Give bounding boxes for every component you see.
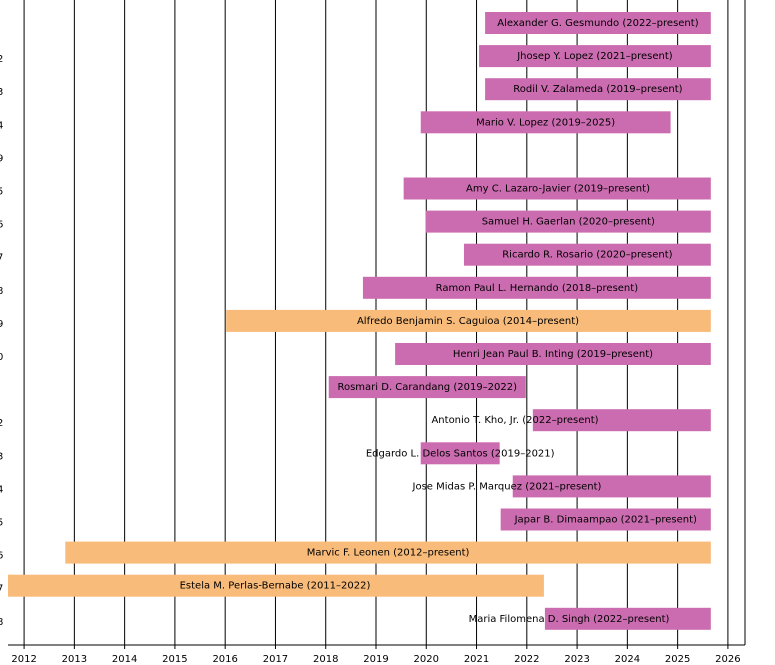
bar [65,541,711,564]
bar [420,442,500,465]
bar-label: Rodil V. Zalameda (2019–present) [513,84,682,95]
row-label: 5 [0,187,3,198]
x-tick-label: 2021 [464,654,489,665]
row-label: 3 [0,451,3,462]
row-label: 6 [0,551,3,562]
bar [532,409,711,432]
x-tick-label: 2024 [615,654,640,665]
bar-label: Amy C. Lazaro-Javier (2019–present) [466,184,650,195]
bar-label: Ricardo R. Rosario (2020–present) [502,250,672,261]
bar-label: Samuel H. Gaerlan (2020–present) [482,217,655,228]
row-label: 2 [0,418,3,429]
bar [485,12,711,34]
bar-label: Alexander G. Gesmundo (2022–present) [497,18,698,29]
x-tick-label: 2014 [112,654,137,665]
x-tick-label: 2015 [162,654,187,665]
bar-label: Marvic F. Leonen (2012–present) [307,548,470,559]
bar [479,45,711,68]
bar-label: Jose Midas P. Marquez (2021–present) [412,481,602,492]
bar-label: Maria Filomena D. Singh (2022–present) [469,614,670,625]
x-tick-label: 2025 [665,654,690,665]
row-label: 2 [0,54,3,65]
x-tick-label: 2026 [715,654,740,665]
row-label: 9 [0,153,3,164]
row-label: 8 [0,617,3,628]
x-tick-label: 2017 [263,654,288,665]
x-tick-label: 2019 [363,654,388,665]
row-label: 0 [0,352,3,363]
bar [395,343,711,365]
bar-label: Jhosep Y. Lopez (2021–present) [516,51,673,62]
bar [328,376,526,399]
row-label: 5 [0,518,3,529]
row-label: 4 [0,120,3,131]
row-label: 9 [0,319,3,330]
bar [485,78,711,101]
bar [544,607,711,630]
x-tick-label: 2016 [212,654,237,665]
bar-label: Rosmari D. Carandang (2019–2022) [337,382,517,393]
row-label: 6 [0,220,3,231]
bar-label: Alfredo Benjamin S. Caguioa (2014–presen… [357,316,579,327]
row-label: 4 [0,484,3,495]
bar-label: Antonio T. Kho, Jr. (2022–present) [431,415,598,426]
x-tick-label: 2023 [564,654,589,665]
row-label: 7 [0,584,3,595]
row-label: 3 [0,87,3,98]
x-tick-label: 2012 [11,654,36,665]
x-tick-label: 2022 [514,654,539,665]
bar [362,276,711,299]
x-tick-label: 2020 [414,654,439,665]
bar [463,243,711,266]
bar [226,309,711,332]
bar [500,508,711,531]
bar-label: Edgardo L. Delos Santos (2019–2021) [366,448,555,459]
bar-label: Estela M. Perlas-Bernabe (2011–2022) [180,581,371,592]
x-tick-label: 2013 [62,654,87,665]
bar-label: Ramon Paul L. Hernando (2018–present) [436,283,639,294]
bar [425,210,711,233]
bar [8,574,544,597]
bar-label: Mario V. Lopez (2019–2025) [476,117,615,128]
x-tick-label: 2018 [313,654,338,665]
bar-label: Henri Jean Paul B. Inting (2019–present) [453,349,653,360]
row-label: 7 [0,253,3,264]
bar [420,111,671,134]
bar [403,177,711,200]
bar [512,475,711,498]
row-label: 8 [0,286,3,297]
bar-label: Japar B. Dimaampao (2021–present) [514,515,697,526]
